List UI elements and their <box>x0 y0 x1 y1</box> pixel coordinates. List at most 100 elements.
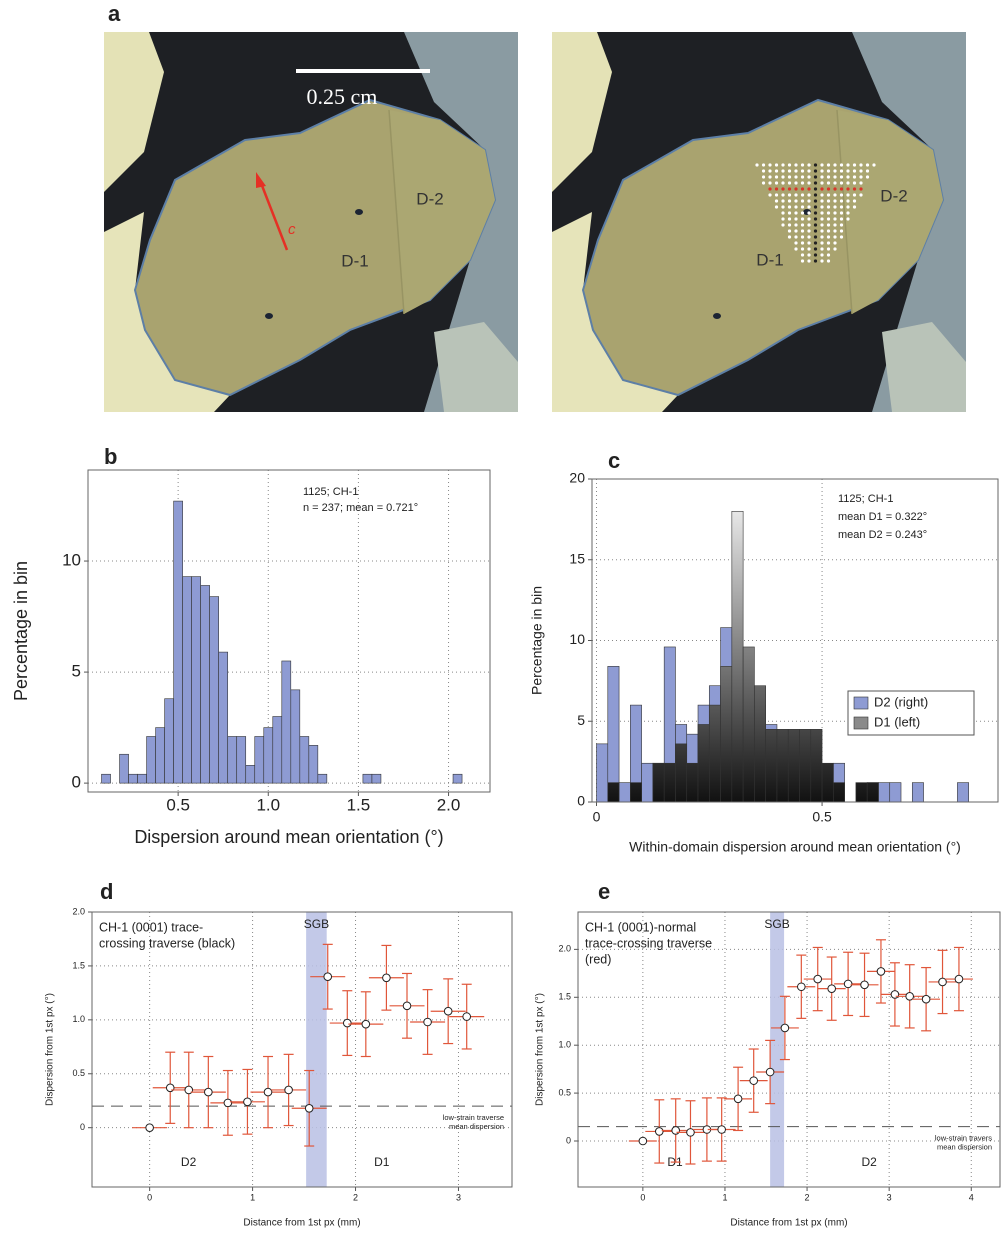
grid-dot <box>794 175 798 179</box>
x-tick-label: 0.5 <box>166 795 190 814</box>
annotation: n = 237; mean = 0.721° <box>303 502 418 514</box>
legend-swatch <box>853 696 869 710</box>
band-label: SGB <box>304 917 329 931</box>
grid-dot <box>826 199 831 203</box>
panel-title: crossing traverse (black) <box>99 936 235 950</box>
bar <box>754 685 766 803</box>
grid-dot <box>826 229 831 233</box>
point <box>223 1098 233 1108</box>
grid-dot <box>846 199 850 203</box>
bar <box>101 773 111 784</box>
grid-dot <box>846 217 850 221</box>
grid-dot <box>800 241 805 245</box>
domain-label: D-1 <box>341 251 368 270</box>
point <box>954 974 964 984</box>
y-tick-label: 10 <box>62 551 81 570</box>
grid-dot <box>813 223 818 227</box>
grid-dot <box>820 181 824 185</box>
grid-dot <box>820 217 824 221</box>
grid-dot <box>813 169 818 173</box>
bar <box>245 765 256 784</box>
grid-dot <box>787 181 792 185</box>
point <box>905 992 914 1001</box>
bar <box>765 729 778 803</box>
grid-dot <box>820 259 824 263</box>
bar <box>119 753 129 784</box>
bar <box>227 736 238 784</box>
bar <box>810 729 823 803</box>
grid-dot <box>826 175 831 179</box>
reference-label: mean dispersion <box>937 1143 992 1152</box>
y-tick-label: 1.0 <box>72 1014 85 1024</box>
grid-dot <box>787 217 792 221</box>
panel-label: d <box>100 879 113 904</box>
grid-dot <box>787 163 792 167</box>
point <box>686 1128 695 1137</box>
point <box>423 1017 432 1027</box>
grid-dot <box>826 223 831 227</box>
panel-title: (red) <box>585 952 611 966</box>
y-tick-label: 1.5 <box>72 960 85 970</box>
legend-swatch <box>853 716 869 730</box>
point <box>890 990 900 999</box>
bar <box>663 762 676 803</box>
grid-dot <box>807 241 811 245</box>
grid-dot <box>820 199 824 203</box>
point <box>638 1136 648 1146</box>
grid-dot <box>826 247 831 251</box>
grid-dot <box>839 169 844 173</box>
grid-dot <box>800 223 805 227</box>
grid-dot <box>846 181 850 185</box>
grid-dot <box>820 229 824 233</box>
plot-frame <box>87 469 491 793</box>
panel-label: b <box>104 444 117 469</box>
annotation: mean D1 = 0.322° <box>838 511 927 523</box>
grid-dot <box>813 259 818 263</box>
bar <box>855 782 868 803</box>
grid-dot <box>846 193 850 197</box>
bar <box>191 576 201 784</box>
bar <box>708 704 721 803</box>
grid-dot <box>781 169 785 173</box>
grid-dot <box>787 229 792 233</box>
grid-dot <box>833 217 837 221</box>
grid-dot <box>813 247 818 251</box>
x-tick-label: 1.5 <box>347 795 371 814</box>
grid-dot <box>813 229 818 233</box>
grid-dot <box>846 169 850 173</box>
grid-dot <box>846 205 850 209</box>
grid-dot <box>800 259 805 263</box>
grid-dot <box>833 223 837 227</box>
grid-dot <box>852 193 857 197</box>
x-tick-label: 3 <box>456 1192 461 1202</box>
x-axis-label: Within-domain dispersion around mean ori… <box>629 839 961 855</box>
legend-box <box>847 690 975 736</box>
grid-dot <box>826 187 831 191</box>
c-axis-arrow <box>259 182 289 251</box>
grid-dot <box>761 163 766 167</box>
grid-dot <box>807 175 811 179</box>
grid-dot <box>833 169 837 173</box>
annotation: 1125; CH-1 <box>303 486 358 498</box>
grid-dot <box>820 241 824 245</box>
grid-dot <box>813 235 818 239</box>
point <box>843 979 853 989</box>
legend-label: D2 (right) <box>874 694 928 709</box>
point <box>402 1001 412 1011</box>
plot-frame <box>577 911 1001 1188</box>
grid-dot <box>800 205 805 209</box>
panel: c 0 5 10 15 20 0 0.5 Within-domain dispersion ar… <box>529 448 999 855</box>
bar <box>957 782 969 803</box>
grid-dot <box>800 163 805 167</box>
bar <box>607 782 620 803</box>
point <box>671 1126 681 1135</box>
grid-dot <box>794 181 798 185</box>
bar <box>596 743 609 803</box>
panel: d 0 0.5 1.0 1.5 2.0 0 1 2 3 Distance from 1st px (… <box>45 879 513 1229</box>
grid-dot <box>774 163 779 167</box>
grid-dot <box>794 187 798 191</box>
grid-dot <box>833 205 837 209</box>
domain-label: D-2 <box>880 186 907 205</box>
bar <box>263 727 274 784</box>
